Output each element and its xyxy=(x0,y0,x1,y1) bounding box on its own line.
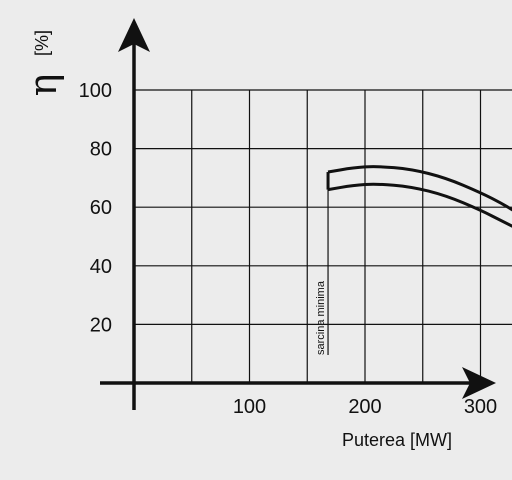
efficiency-curve xyxy=(327,182,512,228)
x-tick-label: 300 xyxy=(464,396,497,418)
curves xyxy=(326,165,512,228)
y-axis-symbol: η xyxy=(21,74,65,97)
efficiency-curve xyxy=(327,165,512,212)
load-annotation: sarcina minima xyxy=(315,280,327,355)
tick-labels: 10020030040050020406080100 xyxy=(79,80,498,418)
annotations: sarcina minimasarcina maxima xyxy=(315,189,329,355)
axes xyxy=(100,18,496,410)
x-tick-label: 100 xyxy=(233,396,266,418)
grid xyxy=(134,89,512,383)
x-axis-arrowhead xyxy=(462,367,496,399)
y-axis-unit: [%] xyxy=(32,30,52,56)
x-tick-label: 200 xyxy=(348,396,381,418)
y-tick-label: 40 xyxy=(90,256,112,278)
x-axis-title: Puterea [MW] xyxy=(342,430,452,450)
y-axis-arrowhead xyxy=(118,18,150,52)
y-tick-label: 60 xyxy=(90,197,112,219)
y-tick-label: 80 xyxy=(90,139,112,161)
y-tick-label: 20 xyxy=(90,314,112,336)
y-tick-label: 100 xyxy=(79,80,112,102)
y-axis-title: η [%] xyxy=(21,30,65,96)
